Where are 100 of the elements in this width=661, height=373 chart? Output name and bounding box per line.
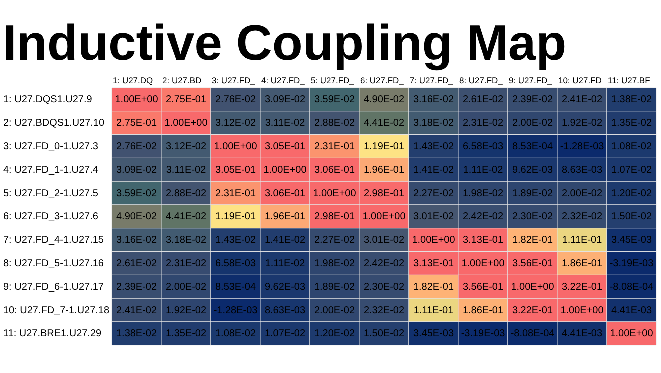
data-label: 4.90E-02 xyxy=(116,212,158,223)
data-label: -3.19E-03 xyxy=(610,258,654,270)
y-tick-label: 1: U27.DQS1.U27.9 xyxy=(4,94,93,106)
data-label: 2.88E-02 xyxy=(166,188,207,200)
data-label: 1.38E-02 xyxy=(116,328,158,340)
data-label: 2.32E-02 xyxy=(364,305,405,316)
data-label: 1.50E-02 xyxy=(611,212,652,223)
data-label: 4.90E-02 xyxy=(364,94,405,106)
y-tick-label: 8: U27.FD_5-1.U27.16 xyxy=(4,258,104,270)
data-label: 3.16E-02 xyxy=(413,94,454,106)
data-label: 2.39E-02 xyxy=(512,94,554,106)
data-label: 4.41E-02 xyxy=(166,212,207,223)
data-label: 1.08E-02 xyxy=(215,328,256,340)
x-tick-label: 7: U27.FD_ xyxy=(410,76,454,86)
data-label: -1.28E-03 xyxy=(214,305,258,316)
data-label: 8.53E-04 xyxy=(215,282,256,293)
data-label: -3.19E-03 xyxy=(461,328,506,340)
data-label: 2.31E-02 xyxy=(166,258,207,270)
data-label: 1.08E-02 xyxy=(611,141,652,152)
data-label: 3.12E-02 xyxy=(166,141,207,152)
data-label: 3.16E-02 xyxy=(116,235,158,246)
data-label: 3.22E-01 xyxy=(512,305,554,316)
data-label: 1.11E-02 xyxy=(265,258,306,270)
data-label: 1.20E-02 xyxy=(611,188,652,200)
data-label: 1.82E-01 xyxy=(512,235,554,246)
data-label: 1.11E-02 xyxy=(463,164,504,176)
data-label: 8.63E-03 xyxy=(264,305,306,316)
data-label: 4.41E-03 xyxy=(562,328,603,340)
data-label: 1.96E-01 xyxy=(364,164,405,176)
data-label: 1.41E-02 xyxy=(413,164,454,176)
data-label: 3.11E-02 xyxy=(265,118,306,130)
y-tick-label: 3: U27.FD_0-1.U27.3 xyxy=(4,141,99,152)
data-label: -8.08E-04 xyxy=(610,282,654,293)
data-label: 3.45E-03 xyxy=(611,235,652,246)
y-tick-label: 9: U27.FD_6-1.U27.17 xyxy=(4,282,104,293)
data-label: 2.76E-02 xyxy=(215,94,256,106)
data-label: 9.62E-03 xyxy=(512,164,554,176)
y-tick-label: 4: U27.FD_1-1.U27.4 xyxy=(4,164,99,176)
data-label: 3.09E-02 xyxy=(116,164,158,176)
data-label: 3.05E-01 xyxy=(215,164,256,176)
data-label: 3.01E-02 xyxy=(413,212,454,223)
data-label: 8.53E-04 xyxy=(512,141,554,152)
data-label: 1.19E-01 xyxy=(364,141,405,152)
data-label: 1.00E+00 xyxy=(115,94,159,106)
data-label: 3.59E-02 xyxy=(116,188,158,200)
data-label: 2.31E-01 xyxy=(314,141,356,152)
data-label: 1.89E-02 xyxy=(314,282,356,293)
data-label: 1.86E-01 xyxy=(462,305,504,316)
data-label: 3.09E-02 xyxy=(264,94,306,106)
x-tick-label: 9: U27.FD_ xyxy=(508,76,553,86)
data-label: 1.98E-02 xyxy=(314,258,356,270)
data-label: 9.62E-03 xyxy=(264,282,306,293)
data-label: 3.05E-01 xyxy=(264,141,306,152)
data-label: 4.41E-03 xyxy=(611,305,652,316)
data-label: 2.39E-02 xyxy=(116,282,158,293)
data-label: 3.06E-01 xyxy=(314,164,356,176)
data-label: 4.41E-02 xyxy=(364,118,405,130)
data-label: 3.13E-01 xyxy=(413,258,454,270)
y-tick-label: 11: U27.BRE1.U27.29 xyxy=(4,328,102,340)
data-label: 1.07E-02 xyxy=(611,164,652,176)
data-label: 2.75E-01 xyxy=(116,118,158,130)
data-label: 3.18E-02 xyxy=(166,235,207,246)
data-label: 1.19E-01 xyxy=(215,212,256,223)
data-label: 1.11E-01 xyxy=(562,235,603,246)
data-label: 2.31E-02 xyxy=(462,118,504,130)
data-label: 8.63E-03 xyxy=(562,164,603,176)
data-label: 3.11E-02 xyxy=(166,164,207,176)
data-label: 1.92E-02 xyxy=(562,118,603,130)
y-tick-label: 10: U27.FD_7-1.U27.18 xyxy=(4,305,110,316)
data-label: 1.00E+00 xyxy=(560,305,604,316)
data-label: 1.98E-02 xyxy=(462,188,504,200)
data-label: -8.08E-04 xyxy=(510,328,556,340)
data-label: 2.42E-02 xyxy=(462,212,504,223)
data-label: 1.00E+00 xyxy=(362,212,406,223)
data-label: 3.12E-02 xyxy=(215,118,256,130)
data-label: 3.56E-01 xyxy=(462,282,504,293)
data-label: 1.00E+00 xyxy=(511,282,555,293)
data-label: 1.00E+00 xyxy=(462,258,506,270)
data-label: 6.58E-03 xyxy=(215,258,256,270)
data-label: 1.86E-01 xyxy=(562,258,603,270)
x-tick-label: 8: U27.FD_ xyxy=(459,76,504,86)
x-tick-label: 6: U27.FD_ xyxy=(360,76,404,86)
data-label: 3.59E-02 xyxy=(314,94,356,106)
data-label: 2.31E-01 xyxy=(215,188,256,200)
chart-title: Inductive Coupling Map xyxy=(3,15,567,71)
data-label: 1.41E-02 xyxy=(264,235,306,246)
data-label: 2.61E-02 xyxy=(462,94,504,106)
data-label: 1.82E-01 xyxy=(413,282,454,293)
data-label: 1.38E-02 xyxy=(611,94,652,106)
x-tick-label: 5: U27.FD_ xyxy=(311,76,355,86)
data-label: 3.56E-01 xyxy=(512,258,554,270)
data-label: 3.01E-02 xyxy=(364,235,405,246)
x-tick-label: 1: U27.DQ xyxy=(113,76,154,86)
data-label: 2.00E-02 xyxy=(166,282,207,293)
data-label: 1.20E-02 xyxy=(314,328,356,340)
data-label: 2.00E-02 xyxy=(512,118,554,130)
data-label: 1.00E+00 xyxy=(214,141,258,152)
data-label: 1.43E-02 xyxy=(413,141,454,152)
data-label: 3.45E-03 xyxy=(413,328,454,340)
data-label: 1.00E+00 xyxy=(164,118,208,130)
